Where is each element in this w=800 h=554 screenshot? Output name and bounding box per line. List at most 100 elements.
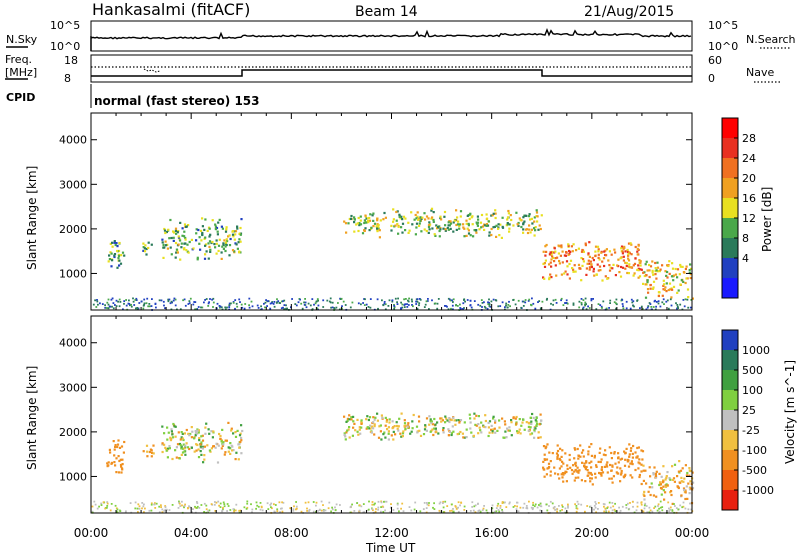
power-echo-cell — [408, 229, 411, 232]
velocity-echo-cell — [409, 432, 412, 435]
velocity-near-range-cell — [380, 501, 383, 504]
power-echo-cell — [540, 214, 543, 217]
velocity-echo-cell — [576, 470, 579, 473]
power-echo-cell — [364, 214, 367, 217]
power-echo-cell — [666, 276, 669, 279]
power-echo-cell — [476, 215, 479, 218]
power-near-range-cell — [599, 304, 602, 306]
velocity-near-range-cell — [539, 509, 542, 512]
power-echo-cell — [580, 279, 583, 282]
velocity-echo-cell — [401, 432, 405, 435]
velocity-echo-cell — [461, 432, 464, 435]
power-echo-cell — [438, 229, 441, 233]
velocity-echo-cell — [224, 439, 227, 442]
velocity-echo-cell — [205, 422, 208, 425]
velocity-echo-cell — [589, 471, 592, 475]
velocity-near-range-cell — [668, 510, 671, 512]
velocity-echo-cell — [494, 419, 497, 422]
velocity-echo-cell — [671, 465, 674, 468]
velocity-echo-cell — [180, 453, 183, 456]
power-echo-cell — [204, 218, 207, 221]
velocity-echo-cell — [619, 480, 622, 483]
power-near-range-cell — [655, 301, 658, 303]
velocity-near-range-cell — [200, 504, 203, 506]
power-echo-cell — [663, 288, 666, 291]
velocity-echo-cell — [465, 436, 468, 439]
velocity-near-range-cell — [401, 502, 404, 505]
power-echo-cell — [498, 234, 501, 237]
velocity-near-range-cell — [661, 506, 664, 508]
power-echo-cell — [377, 226, 380, 229]
power-near-range-cell — [112, 302, 115, 304]
power-near-range-cell — [483, 301, 485, 304]
power-near-range-cell — [462, 302, 465, 305]
velocity-echo-cell — [605, 463, 608, 466]
velocity-echo-cell — [372, 416, 375, 419]
velocity-echo-cell — [590, 477, 593, 480]
velocity-echo-cell — [354, 429, 357, 432]
velocity-echo-cell — [630, 447, 633, 450]
velocity-echo-cell — [610, 477, 613, 480]
power-near-range-cell — [119, 301, 122, 303]
velocity-echo-cell — [640, 470, 643, 473]
power-near-range-cell — [300, 302, 303, 305]
power-near-range-cell — [504, 306, 506, 309]
power-echo-cell — [166, 243, 169, 246]
power-echo-cell — [623, 246, 626, 249]
power-near-range-cell — [118, 298, 121, 301]
velocity-near-range-cell — [282, 501, 285, 504]
power-echo-cell — [479, 221, 483, 224]
power-echo-cell — [627, 265, 630, 268]
power-near-range-cell — [403, 298, 405, 301]
power-near-range-cell — [621, 303, 624, 305]
velocity-echo-cell — [566, 467, 569, 470]
velocity-near-range-cell — [668, 507, 670, 510]
power-echo-cell — [162, 243, 165, 246]
power-near-range-cell — [282, 306, 284, 309]
velocity-near-range-cell — [331, 506, 333, 509]
power-echo-cell — [572, 243, 575, 246]
velocity-near-range-cell — [584, 510, 586, 513]
velocity-echo-cell — [150, 449, 153, 452]
velocity-near-range-cell — [505, 506, 508, 508]
power-near-range-cell — [179, 308, 182, 311]
velocity-near-range-cell — [603, 510, 606, 513]
velocity-near-range-cell — [501, 510, 504, 513]
power-echo-cell — [625, 262, 628, 265]
power-near-range-cell — [564, 302, 566, 304]
power-echo-cell — [545, 243, 548, 247]
velocity-echo-cell — [642, 469, 645, 472]
velocity-near-range-cell — [522, 506, 525, 509]
power-echo-cell — [228, 234, 231, 237]
power-echo-cell — [597, 253, 600, 256]
velocity-near-range-cell — [319, 509, 321, 511]
velocity-near-range-cell — [546, 509, 549, 512]
power-echo-cell — [637, 276, 640, 279]
velocity-echo-cell — [623, 464, 627, 467]
velocity-near-range-cell — [545, 503, 548, 506]
power-echo-cell — [471, 215, 474, 218]
velocity-near-range-cell — [396, 507, 399, 510]
velocity-echo-cell — [345, 431, 348, 434]
power-echo-cell — [452, 230, 455, 233]
velocity-near-range-cell — [597, 502, 600, 504]
power-near-range-cell — [521, 300, 524, 303]
power-near-range-cell — [188, 300, 191, 302]
power-echo-cell — [556, 256, 559, 259]
power-near-range-cell — [452, 298, 455, 301]
power-echo-cell — [110, 252, 113, 255]
power-echo-cell — [564, 254, 568, 257]
power-echo-cell — [113, 253, 117, 256]
velocity-echo-cell — [547, 462, 551, 465]
power-echo-cell — [645, 274, 648, 277]
velocity-echo-cell — [558, 477, 561, 480]
power-echo-cell — [637, 244, 640, 247]
power-echo-cell — [557, 252, 560, 255]
cpid-panel: CPID normal (fast stereo) 153 — [6, 84, 260, 108]
time-tick-label: 20:00 — [575, 526, 610, 540]
velocity-near-range-cell — [256, 504, 259, 507]
velocity-near-range-cell — [644, 502, 647, 505]
velocity-echo-cell — [662, 465, 665, 468]
power-echo-cell — [439, 217, 442, 220]
power-echo-cell — [214, 228, 217, 231]
